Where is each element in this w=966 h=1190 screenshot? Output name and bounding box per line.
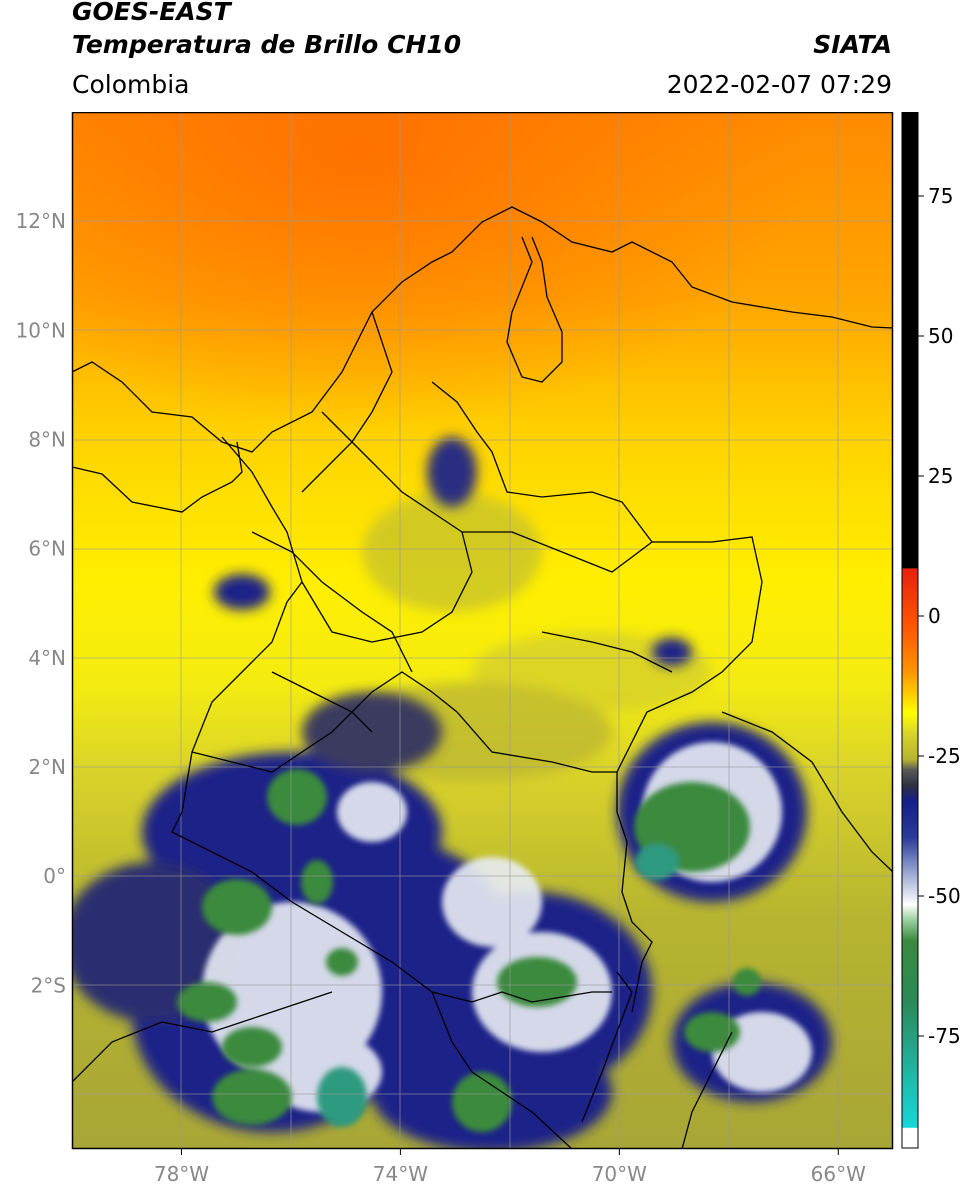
- lat-tick-label: 0°: [43, 864, 66, 888]
- coastlines-borders: [72, 206, 893, 1149]
- lon-tick-label: 66°W: [811, 1162, 866, 1186]
- colorbar: 75 50 25 0 -25 -50 -75: [901, 112, 961, 1149]
- map-imagery: [72, 112, 893, 1149]
- datetime-label: 2022-02-07 07:29: [666, 70, 892, 99]
- lat-tick-label: 8°N: [28, 427, 66, 451]
- colorbar-ticks: 75 50 25 0 -25 -50 -75: [918, 184, 961, 1048]
- lon-tick-label: 78°W: [154, 1162, 209, 1186]
- lat-tick-label: 10°N: [16, 318, 66, 342]
- lon-tick-label: 74°W: [373, 1162, 428, 1186]
- colorbar-tick-label: -75: [928, 1024, 961, 1048]
- colorbar-gradient: [901, 112, 919, 1149]
- colorbar-tick-label: 75: [928, 184, 953, 208]
- lat-tick-label: 6°N: [28, 537, 66, 561]
- colorbar-tick-label: -25: [928, 744, 961, 768]
- lat-tick-label: 12°N: [16, 209, 66, 233]
- agency-label: SIATA: [813, 30, 892, 59]
- region-label: Colombia: [72, 70, 190, 99]
- latitude-ticks: 12°N 10°N 8°N 6°N 4°N 2°N 0° 2°S: [16, 209, 66, 997]
- map-frame: [71, 112, 894, 1150]
- colorbar-tick-label: -50: [928, 884, 961, 908]
- graticule: [72, 112, 893, 1149]
- lat-tick-label: 2°N: [28, 755, 66, 779]
- satellite-map: 78°W 74°W 70°W 66°W 12°N 10°N 8°N 6°N 4°N 2°N 0° 2…: [16, 112, 894, 1186]
- lon-tick-label: 70°W: [592, 1162, 647, 1186]
- colorbar-tick-label: 0: [928, 604, 941, 628]
- colorbar-tick-label: 50: [928, 324, 953, 348]
- title-line-1: GOES-EAST: [72, 0, 231, 26]
- lat-tick-label: 2°S: [31, 973, 66, 997]
- title-line-2: Temperatura de Brillo CH10: [72, 30, 462, 59]
- lat-tick-label: 4°N: [28, 646, 66, 670]
- longitude-ticks: 78°W 74°W 70°W 66°W: [154, 1149, 866, 1186]
- colorbar-tick-label: 25: [928, 464, 953, 488]
